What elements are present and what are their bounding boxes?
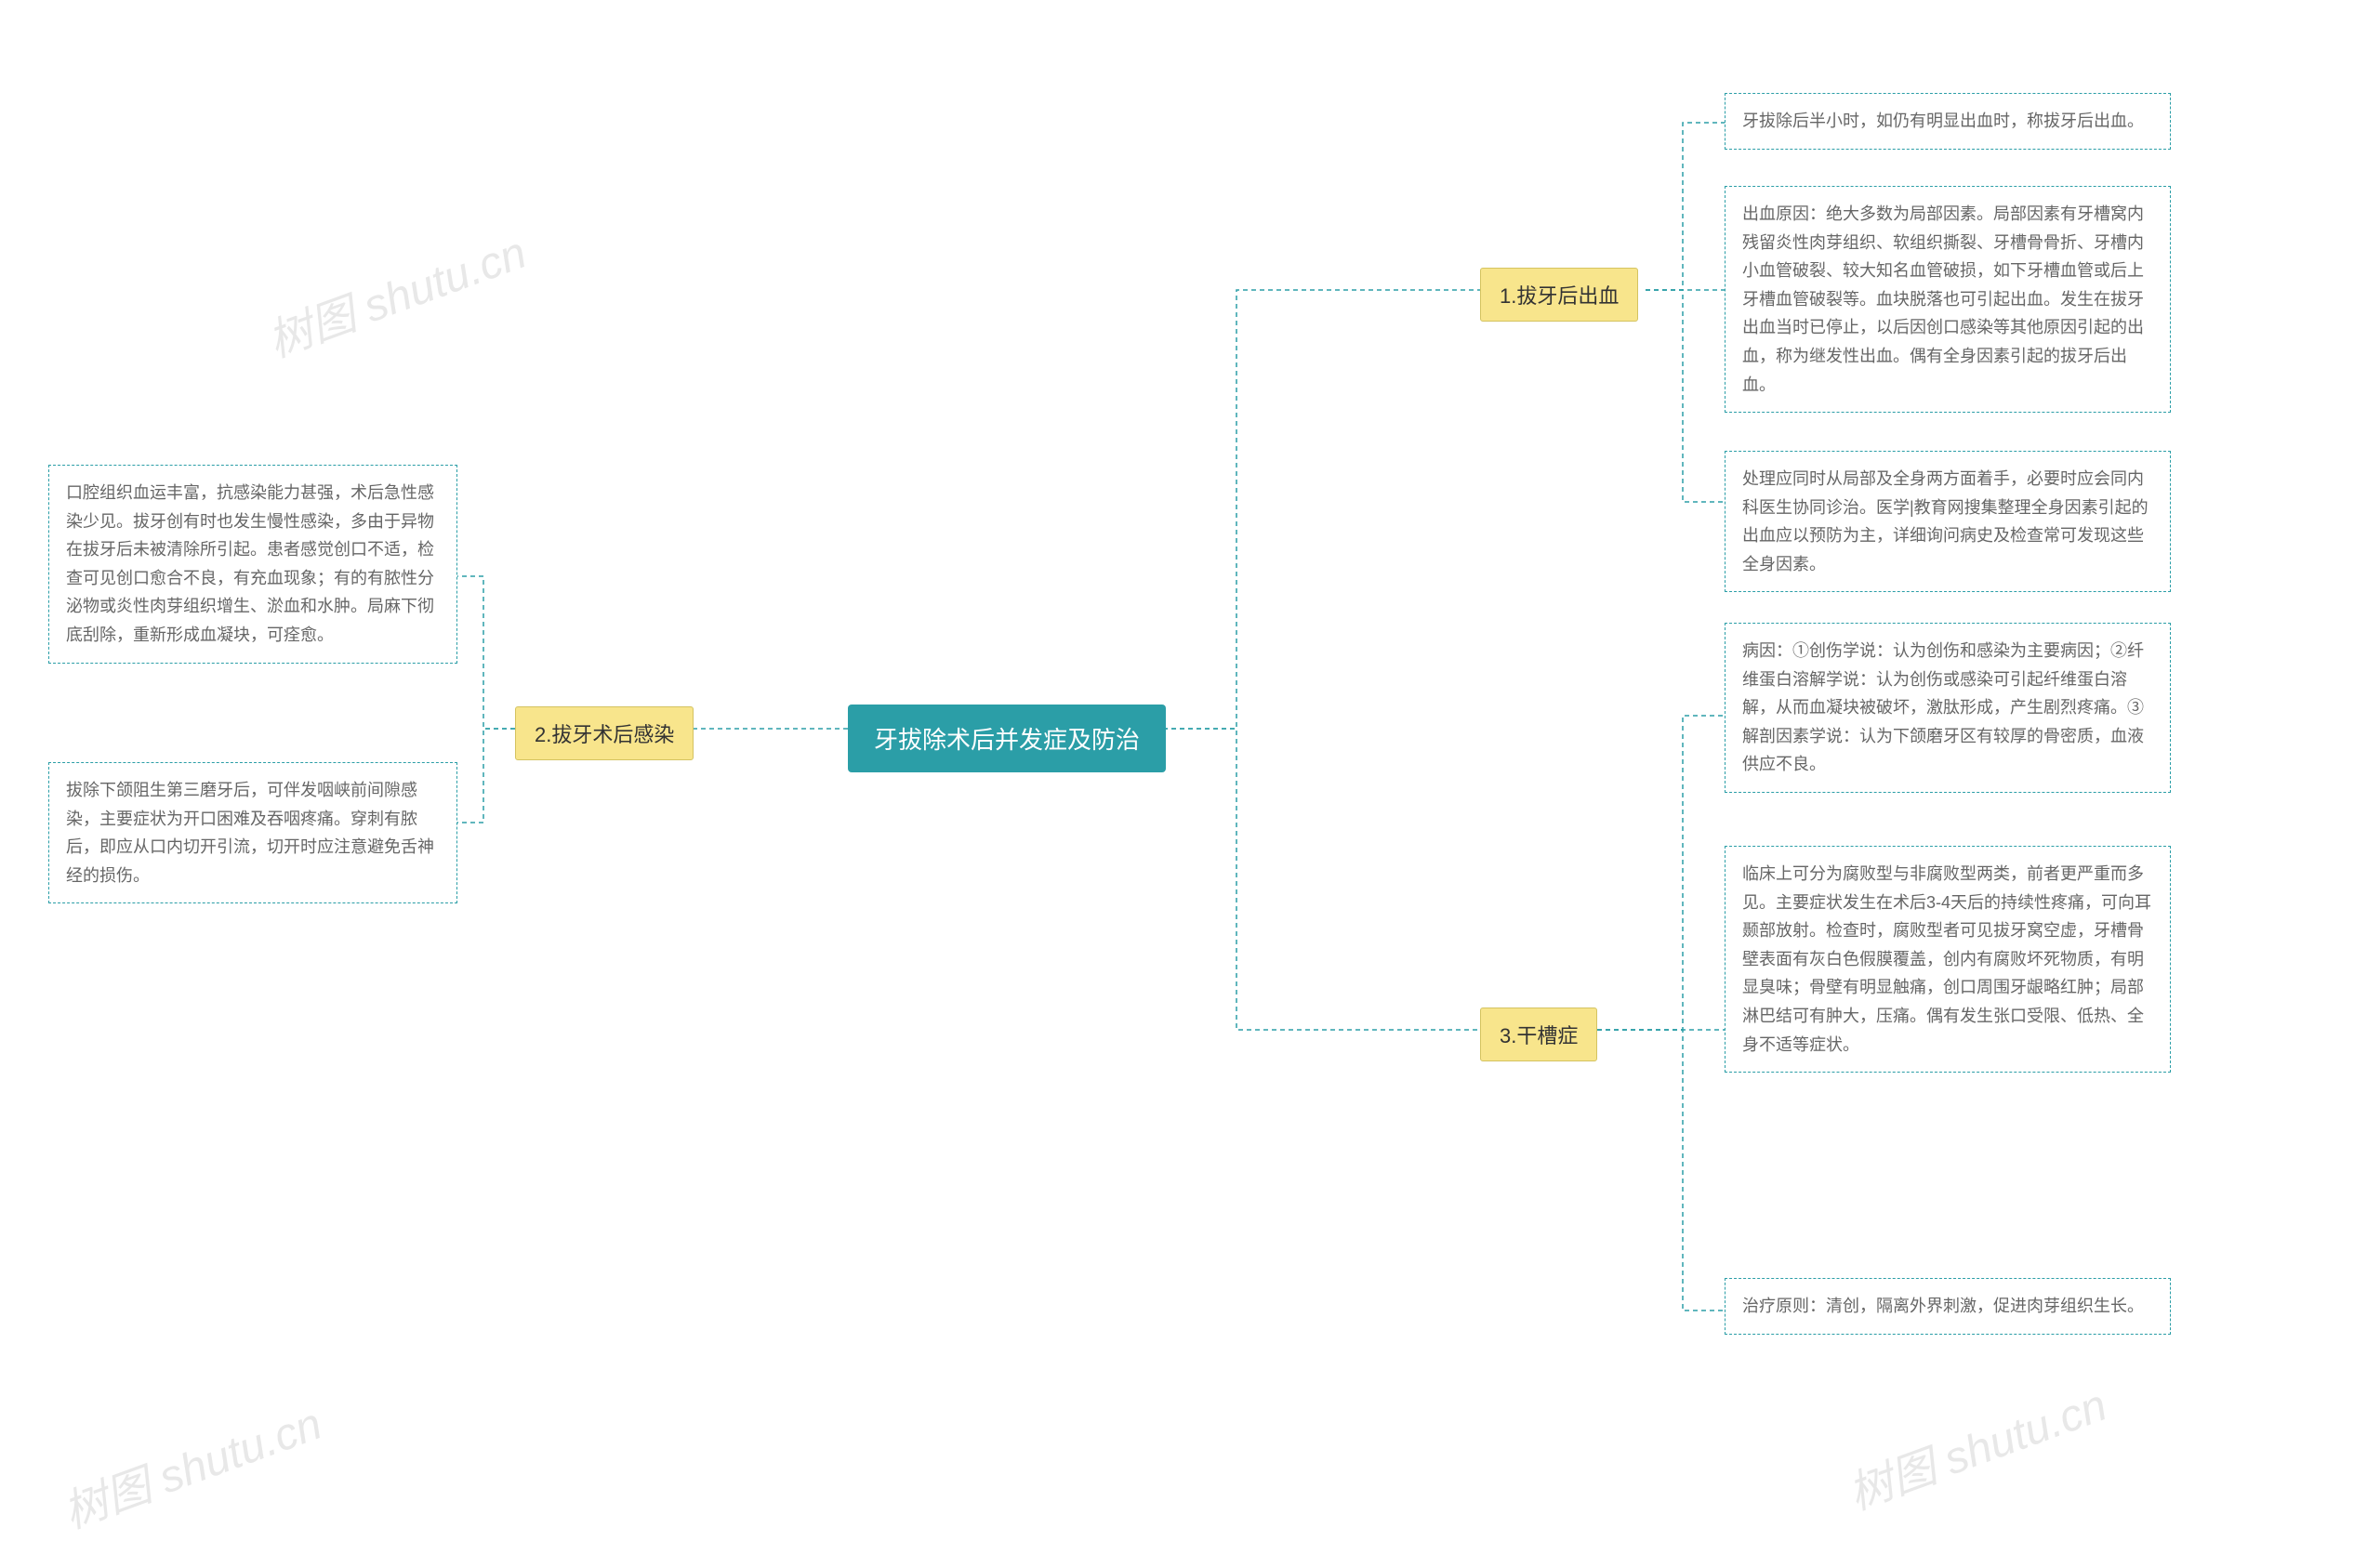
- leaf-3b: 临床上可分为腐败型与非腐败型两类，前者更严重而多见。主要症状发生在术后3-4天后…: [1725, 846, 2171, 1073]
- branch-2: 2.拔牙术后感染: [515, 706, 694, 760]
- leaf-2b: 拔除下颌阻生第三磨牙后，可伴发咽峡前间隙感染，主要症状为开口困难及吞咽疼痛。穿刺…: [48, 762, 457, 903]
- leaf-1c: 处理应同时从局部及全身两方面着手，必要时应会同内科医生协同诊治。医学|教育网搜集…: [1725, 451, 2171, 592]
- leaf-2a: 口腔组织血运丰富，抗感染能力甚强，术后急性感染少见。拔牙创有时也发生慢性感染，多…: [48, 465, 457, 664]
- leaf-1a: 牙拔除后半小时，如仍有明显出血时，称拔牙后出血。: [1725, 93, 2171, 150]
- leaf-3c: 治疗原则：清创，隔离外界刺激，促进肉芽组织生长。: [1725, 1278, 2171, 1335]
- leaf-3a: 病因：①创伤学说：认为创伤和感染为主要病因；②纤维蛋白溶解学说：认为创伤或感染可…: [1725, 623, 2171, 793]
- center-node: 牙拔除术后并发症及防治: [848, 705, 1166, 772]
- watermark: 树图 shutu.cn: [53, 1387, 329, 1540]
- branch-3: 3.干槽症: [1480, 1008, 1597, 1061]
- watermark: 树图 shutu.cn: [1838, 1368, 2114, 1521]
- branch-1: 1.拔牙后出血: [1480, 268, 1638, 322]
- watermark: 树图 shutu.cn: [258, 216, 534, 369]
- leaf-1b: 出血原因：绝大多数为局部因素。局部因素有牙槽窝内残留炎性肉芽组织、软组织撕裂、牙…: [1725, 186, 2171, 413]
